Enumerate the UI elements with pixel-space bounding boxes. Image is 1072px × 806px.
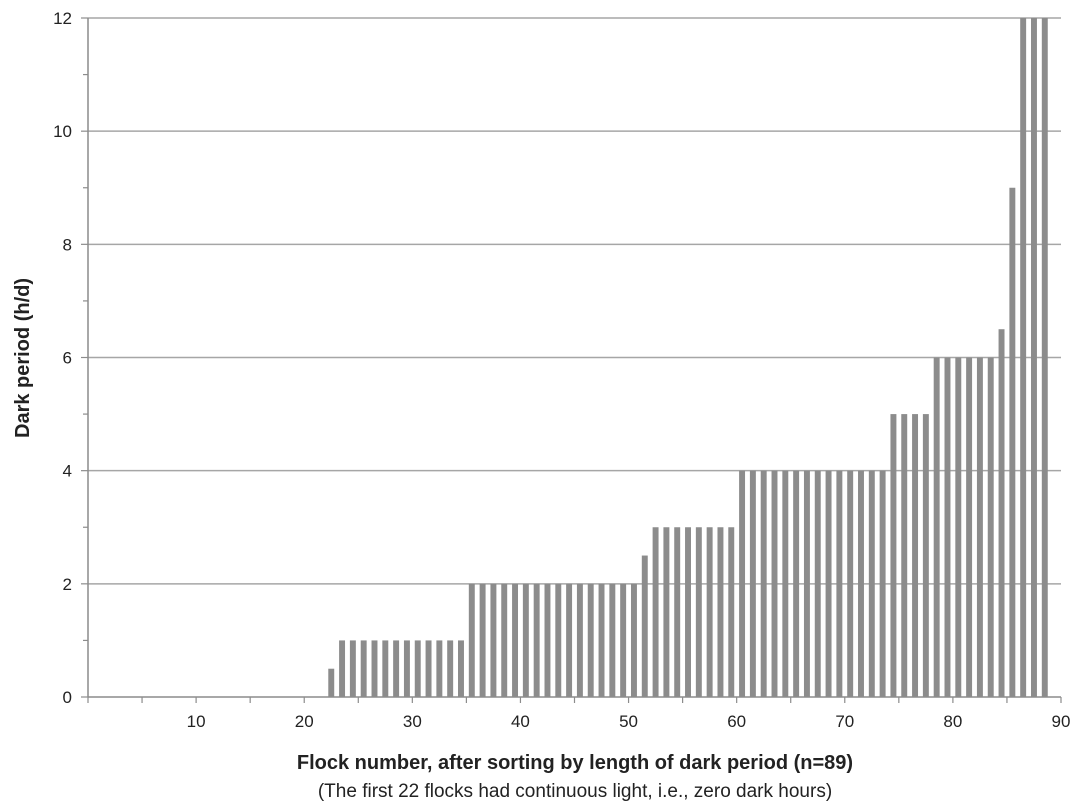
x-axis-note: (The first 22 flocks had continuous ligh… xyxy=(318,781,832,802)
bar xyxy=(706,527,713,697)
bar xyxy=(1041,18,1048,697)
bar xyxy=(987,357,994,697)
x-tick-label: 90 xyxy=(1052,712,1071,731)
bar xyxy=(512,583,519,697)
bar xyxy=(566,583,573,697)
bar xyxy=(739,470,746,697)
x-tick-label: 20 xyxy=(295,712,314,731)
y-tick-label: 10 xyxy=(53,122,72,141)
bar xyxy=(674,527,681,697)
bar xyxy=(598,583,605,697)
bar xyxy=(760,470,767,697)
x-tick-label: 60 xyxy=(727,712,746,731)
bar xyxy=(576,583,583,697)
bars xyxy=(328,18,1048,697)
bar xyxy=(1020,18,1027,697)
y-tick-label: 4 xyxy=(63,462,72,481)
bar xyxy=(728,527,735,697)
bar xyxy=(544,583,551,697)
bar xyxy=(825,470,832,697)
bar xyxy=(998,329,1005,697)
bar xyxy=(1030,18,1037,697)
bar xyxy=(620,583,627,697)
x-tick-label: 50 xyxy=(619,712,638,731)
bar xyxy=(803,470,810,697)
bar xyxy=(479,583,486,697)
bar xyxy=(695,527,702,697)
x-tick-label: 30 xyxy=(403,712,422,731)
y-tick-label: 2 xyxy=(63,575,72,594)
bar xyxy=(868,470,875,697)
bar xyxy=(641,555,648,697)
bar xyxy=(425,640,432,697)
y-axis-title: Dark period (h/d) xyxy=(12,278,34,438)
bar xyxy=(382,640,389,697)
bar xyxy=(522,583,529,697)
bar xyxy=(944,357,951,697)
bar xyxy=(793,470,800,697)
bar xyxy=(847,470,854,697)
bar xyxy=(749,470,756,697)
bar xyxy=(771,470,778,697)
bar xyxy=(403,640,410,697)
x-tick-label: 80 xyxy=(943,712,962,731)
bar xyxy=(933,357,940,697)
bar xyxy=(685,527,691,697)
bar xyxy=(901,414,908,697)
bar xyxy=(782,470,789,697)
bar xyxy=(879,470,886,697)
bar xyxy=(652,527,659,697)
axes xyxy=(81,17,1062,703)
bar xyxy=(501,583,508,697)
y-tick-label: 8 xyxy=(63,235,72,254)
bar xyxy=(976,357,983,697)
bar xyxy=(922,414,929,697)
bar xyxy=(339,640,346,697)
bar xyxy=(836,470,843,697)
y-tick-label: 6 xyxy=(63,349,72,368)
bar xyxy=(328,668,335,697)
bar xyxy=(490,583,497,697)
bar xyxy=(587,583,594,697)
bar xyxy=(371,640,378,697)
bar xyxy=(955,357,962,697)
bar xyxy=(890,414,897,697)
bar xyxy=(414,640,421,697)
bar xyxy=(436,640,443,697)
bar xyxy=(663,527,670,697)
bar xyxy=(468,583,475,697)
bar xyxy=(630,583,637,697)
bar xyxy=(609,583,616,697)
x-axis-title: Flock number, after sorting by length of… xyxy=(297,752,853,774)
bar xyxy=(447,640,454,697)
y-tick-label: 12 xyxy=(53,9,72,28)
bar xyxy=(555,583,562,697)
bar xyxy=(1009,187,1016,697)
x-tick-label: 10 xyxy=(187,712,206,731)
bar xyxy=(349,640,356,697)
bar xyxy=(458,640,464,697)
bar xyxy=(360,640,367,697)
bar xyxy=(814,470,821,697)
bar xyxy=(533,583,540,697)
y-tick-label: 0 xyxy=(63,688,72,707)
x-tick-label: 40 xyxy=(511,712,530,731)
grid-lines xyxy=(88,17,1061,585)
bar xyxy=(966,357,973,697)
bar xyxy=(912,414,919,697)
bar xyxy=(717,527,724,697)
bar xyxy=(858,470,864,697)
tick-labels: 0 2 4 6 8 10 12 10 20 30 40 50 60 70 80 90 xyxy=(53,9,1070,731)
bar xyxy=(393,640,400,697)
x-tick-label: 70 xyxy=(835,712,854,731)
